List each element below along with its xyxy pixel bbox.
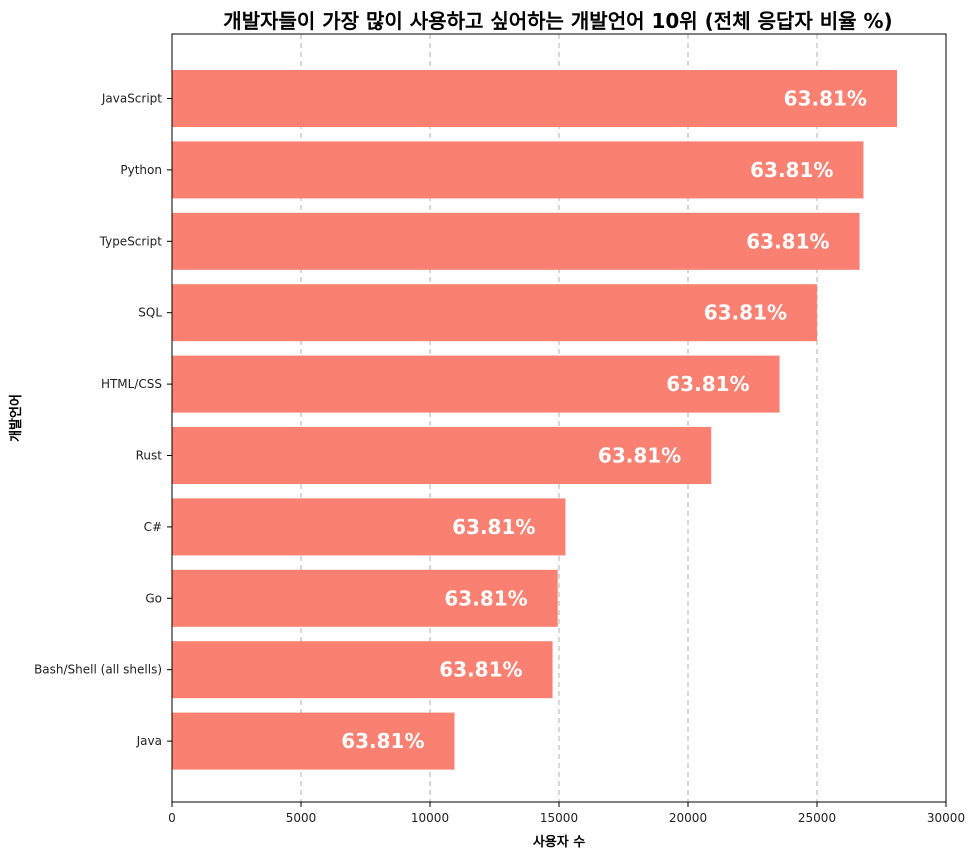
- chart-title: 개발자들이 가장 많이 사용하고 싶어하는 개발언어 10위 (전체 응답자 비…: [223, 9, 892, 33]
- x-tick-labels: 0 5000 10000 15000 20000 25000 30000: [168, 802, 965, 825]
- y-tick-labels: JavaScript Python TypeScript SQL HTML/CSS Rus…: [34, 92, 172, 748]
- bar: [172, 70, 897, 127]
- y-axis-label: 개발언어: [8, 394, 24, 442]
- bar: [172, 284, 817, 342]
- bar-data-label: 63.81%: [704, 301, 787, 325]
- x-tick-label: 0: [168, 811, 176, 825]
- bar: [172, 498, 566, 556]
- y-tick-label: JavaScript: [101, 92, 162, 106]
- bar: [172, 712, 455, 770]
- bar-data-label: 63.81%: [666, 372, 749, 396]
- x-tick-label: 25000: [798, 811, 836, 825]
- bar: [172, 141, 864, 199]
- bar-data-label: 63.81%: [784, 87, 867, 111]
- bar-data-label: 63.81%: [439, 658, 522, 682]
- bar: [172, 641, 553, 699]
- bar-data-label: 63.81%: [452, 515, 535, 539]
- y-tick-label: Rust: [136, 449, 163, 463]
- y-tick-label: Java: [136, 734, 162, 748]
- bar-data-label: 63.81%: [598, 444, 681, 468]
- y-tick-label: C#: [144, 520, 162, 534]
- x-tick-label: 15000: [540, 811, 578, 825]
- y-tick-label: HTML/CSS: [101, 377, 162, 391]
- bar: [172, 212, 860, 270]
- bar: [172, 355, 780, 413]
- y-tick-label: TypeScript: [99, 234, 163, 248]
- y-tick-label: Python: [120, 163, 162, 177]
- y-tick-label: Bash/Shell (all shells): [34, 663, 162, 677]
- x-axis-label: 사용자 수: [533, 834, 585, 850]
- y-tick-label: Go: [145, 591, 162, 605]
- bar: [172, 569, 558, 627]
- bar-data-label: 63.81%: [444, 586, 527, 610]
- y-tick-label: SQL: [138, 306, 162, 320]
- x-tick-label: 10000: [411, 811, 449, 825]
- bars: [172, 70, 897, 770]
- data-labels: 63.81% 63.81% 63.81% 63.81% 63.81% 63.81% 63.8…: [341, 87, 867, 754]
- bar-data-label: 63.81%: [341, 729, 424, 753]
- x-tick-label: 30000: [927, 811, 965, 825]
- x-tick-label: 5000: [286, 811, 317, 825]
- bar-data-label: 63.81%: [746, 229, 829, 253]
- bar-data-label: 63.81%: [750, 158, 833, 182]
- x-tick-label: 20000: [669, 811, 707, 825]
- bar: [172, 427, 712, 484]
